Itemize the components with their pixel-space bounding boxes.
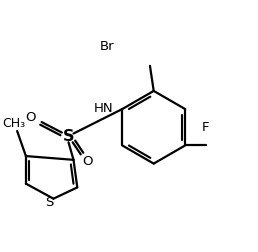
Text: HN: HN [94, 102, 114, 115]
Text: O: O [26, 111, 36, 124]
Text: S: S [45, 196, 54, 209]
Text: Br: Br [100, 40, 115, 53]
Text: CH₃: CH₃ [2, 117, 25, 130]
Text: O: O [82, 154, 93, 168]
Text: S: S [63, 129, 74, 144]
Text: F: F [201, 121, 209, 134]
